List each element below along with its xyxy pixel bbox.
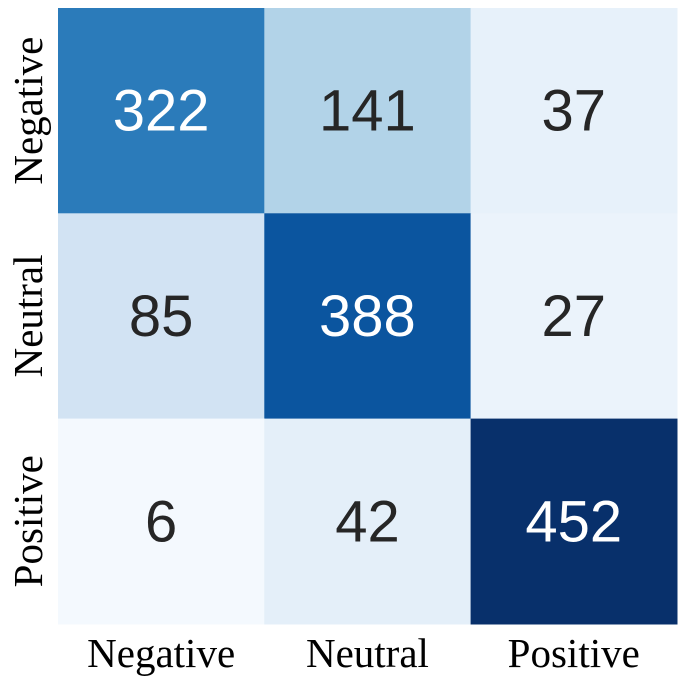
x-tick-label-negative: Negative <box>87 630 235 676</box>
cell-value-label: 452 <box>525 489 622 554</box>
y-tick-label-negative: Negative <box>5 37 51 185</box>
cell-value-label: 141 <box>319 79 416 144</box>
heatmap-cell-negative-neutral <box>264 8 472 214</box>
heatmap-cell-negative-negative <box>58 8 265 214</box>
x-tick-label-positive: Positive <box>508 630 640 676</box>
cell-value-label: 388 <box>319 284 416 349</box>
y-tick-label-neutral: Neutral <box>5 254 51 377</box>
heatmap-cell-neutral-negative <box>58 213 265 420</box>
cell-value-label: 37 <box>541 79 606 144</box>
heatmap-cell-neutral-neutral <box>264 213 472 420</box>
cell-value-label: 42 <box>335 489 400 554</box>
cell-value-label: 6 <box>145 489 177 554</box>
y-axis-tick-labels: Negative Neutral Positive <box>5 37 51 588</box>
x-axis-tick-labels: Negative Neutral Positive <box>87 630 640 676</box>
heatmap-cell-positive-negative <box>58 418 265 625</box>
heatmap-cell-positive-positive <box>470 418 678 625</box>
cell-value-label: 85 <box>129 284 194 349</box>
y-tick-label-positive: Positive <box>5 455 51 587</box>
cell-value-label: 27 <box>541 284 606 349</box>
heatmap-cell-positive-neutral <box>264 418 472 625</box>
x-tick-label-neutral: Neutral <box>306 630 429 676</box>
cell-value-label: 322 <box>113 79 210 144</box>
heatmap-cell-negative-positive <box>470 8 678 214</box>
heatmap-cells <box>58 8 678 625</box>
heatmap-value-labels: 322 141 37 85 388 27 6 42 452 <box>113 79 622 555</box>
heatmap-cell-neutral-positive <box>470 213 678 420</box>
